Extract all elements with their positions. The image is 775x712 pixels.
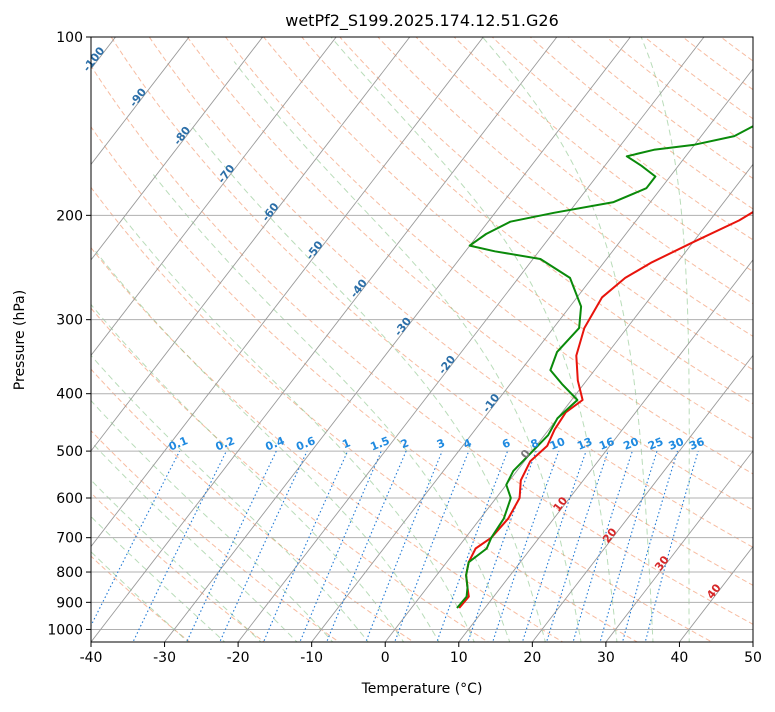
x-tick-label: 0 [381, 650, 390, 666]
y-tick-label: 500 [56, 444, 83, 460]
y-tick-label: 800 [56, 565, 83, 581]
y-axis-title: Pressure (hPa) [12, 290, 28, 390]
y-tick-label: 900 [56, 595, 83, 611]
x-tick-label: 40 [671, 650, 689, 666]
y-tick-label: 100 [56, 30, 83, 46]
x-tick-label: 50 [744, 650, 762, 666]
isotherm-gridline [751, 24, 775, 645]
x-tick-label: 10 [450, 650, 468, 666]
x-axis-title: Temperature (°C) [361, 681, 483, 697]
y-tick-label: 1000 [47, 622, 83, 638]
x-tick-label: 20 [523, 650, 541, 666]
x-tick-label: -20 [227, 650, 250, 666]
y-tick-label: 400 [56, 387, 83, 403]
x-tick-label: -10 [300, 650, 323, 666]
plot-background [91, 37, 753, 642]
y-tick-label: 200 [56, 208, 83, 224]
x-tick-label: -30 [153, 650, 176, 666]
chart-title: wetPf2_S199.2025.174.12.51.G26 [285, 11, 559, 31]
x-axis-ticks: -40 -30 -20 -10 0 10 20 30 40 50 [80, 642, 762, 666]
y-tick-label: 600 [56, 491, 83, 507]
y-axis-ticks: 100 200 300 400 500 600 700 800 900 1000 [47, 30, 91, 638]
x-tick-label: 30 [597, 650, 615, 666]
y-tick-label: 300 [56, 313, 83, 329]
x-tick-label: -40 [80, 650, 103, 666]
y-tick-label: 700 [56, 531, 83, 547]
